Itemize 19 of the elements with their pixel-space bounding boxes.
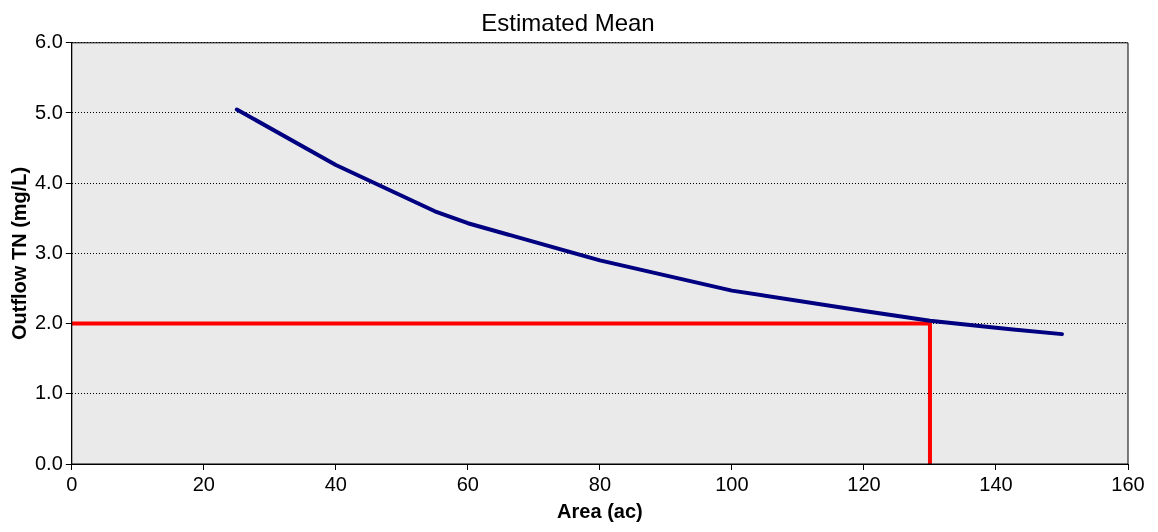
x-axis-title: Area (ac)	[557, 499, 643, 522]
x-tick-label: 60	[456, 472, 479, 495]
y-axis-title: Outflow TN (mg/L)	[7, 166, 30, 341]
x-tick-label: 120	[847, 472, 881, 495]
chart-title: Estimated Mean	[481, 9, 655, 37]
x-tick-label: 0	[66, 472, 78, 495]
y-tick-label: 4.0	[34, 170, 63, 193]
y-tick-label: 1.0	[34, 381, 63, 404]
x-tick-label: 40	[324, 472, 347, 495]
x-tick-label: 140	[979, 472, 1013, 495]
y-tick-label: 2.0	[34, 311, 63, 334]
x-tick-label: 100	[715, 472, 749, 495]
y-tick-label: 6.0	[34, 30, 63, 53]
y-tick-label: 0.0	[34, 451, 63, 474]
x-tick-label: 80	[588, 472, 612, 495]
y-tick-label: 5.0	[34, 100, 63, 123]
x-tick-label: 160	[1111, 472, 1145, 495]
y-tick-label: 3.0	[34, 240, 63, 263]
x-tick-label: 20	[192, 472, 215, 495]
